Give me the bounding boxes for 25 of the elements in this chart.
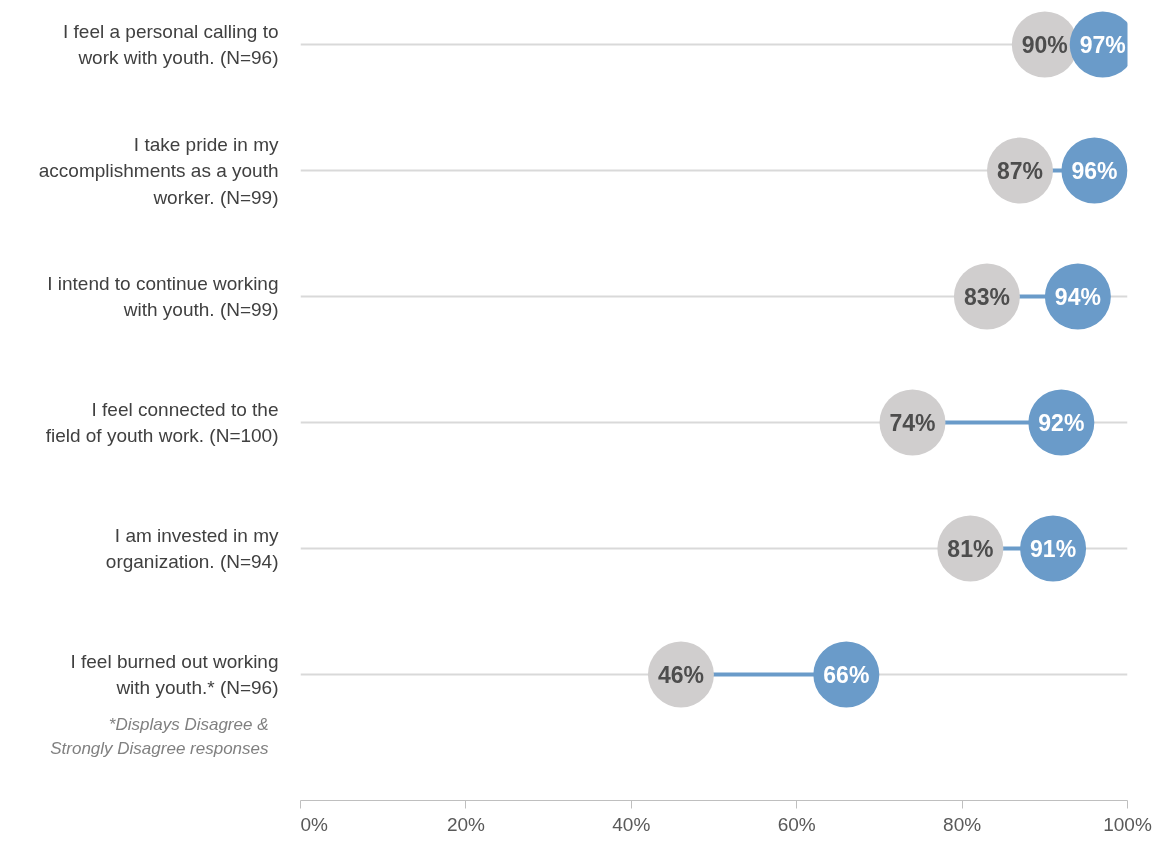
y-tick-label: I take pride in my accomplishments as a youth worker. (N=99) [38, 133, 279, 208]
data-label: 83% [963, 283, 1010, 310]
x-tick-label: 60% [777, 813, 816, 835]
data-label: 46% [657, 661, 704, 688]
data-label: 74% [889, 409, 936, 436]
data-label: 81% [947, 535, 994, 562]
text: *Displays Disagree & Strongly Disagree responses [50, 715, 269, 759]
data-label: 92% [1038, 409, 1085, 436]
y-tick-label: I feel connected to the field of youth work. (N=100) [45, 398, 279, 447]
x-tick-label: 100% [1103, 813, 1152, 835]
x-tick-label: 40% [612, 813, 651, 835]
y-tick-label: I feel burned out working with youth.* (N=96) [70, 650, 279, 699]
y-tick-label: I intend to continue working with youth. (N=99) [47, 272, 279, 321]
data-label: 66% [823, 661, 870, 688]
x-tick-label: 80% [943, 813, 982, 835]
data-label: 91% [1030, 535, 1077, 562]
y-tick-label: I am invested in my organization. (N=94) [105, 524, 279, 573]
data-label: 90% [1021, 31, 1068, 58]
data-label: 97% [1079, 31, 1126, 58]
data-label: 96% [1071, 157, 1118, 184]
y-tick-label: I feel a personal calling to work with youth. (N=96) [63, 20, 279, 69]
x-tick-label: 0% [300, 813, 329, 835]
x-tick-label: 20% [446, 813, 486, 835]
data-label: 87% [996, 157, 1044, 184]
data-label: 94% [1054, 283, 1101, 310]
